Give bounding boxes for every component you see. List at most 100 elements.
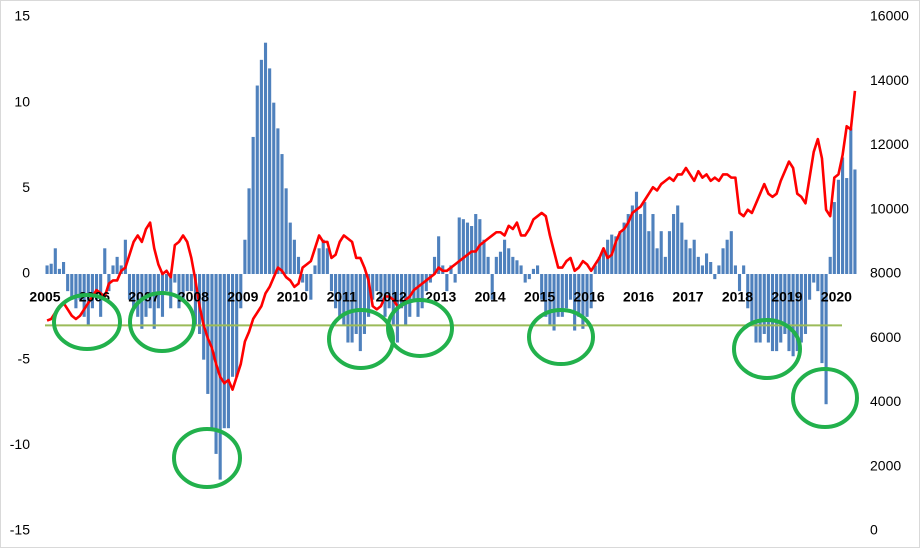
bar xyxy=(737,274,742,292)
bar xyxy=(272,102,276,275)
x-tick-label: 2012 xyxy=(376,289,407,305)
bar xyxy=(103,248,107,274)
bar xyxy=(173,274,177,283)
bar xyxy=(127,274,132,300)
bar xyxy=(527,274,531,280)
bar xyxy=(160,274,165,317)
bar xyxy=(189,274,193,292)
bar xyxy=(507,248,511,274)
bar xyxy=(812,274,816,283)
bar xyxy=(70,274,74,300)
bar xyxy=(292,239,296,274)
y-tick-label: 15 xyxy=(14,8,30,24)
bar xyxy=(639,214,643,274)
bar xyxy=(94,274,99,300)
bar xyxy=(424,274,428,292)
bar xyxy=(519,265,523,274)
bar xyxy=(152,274,156,329)
bar xyxy=(222,274,226,429)
bar xyxy=(354,274,358,334)
bar xyxy=(746,274,750,309)
bar xyxy=(453,274,457,283)
bar xyxy=(486,256,490,274)
bar xyxy=(132,274,136,309)
bar xyxy=(206,274,210,394)
bar xyxy=(78,274,82,300)
x-tick-label: 2017 xyxy=(672,289,703,305)
bar xyxy=(193,274,198,326)
bar xyxy=(259,59,263,275)
x-tick-label: 2016 xyxy=(574,289,605,305)
y2-tick-label: 14000 xyxy=(870,72,909,88)
bar xyxy=(202,274,206,360)
bar xyxy=(321,239,325,274)
x-tick-label: 2005 xyxy=(29,289,60,305)
x-tick-label: 2011 xyxy=(327,289,358,305)
bar xyxy=(280,154,284,274)
bar xyxy=(581,274,585,329)
bar xyxy=(742,265,746,274)
bar xyxy=(634,191,639,274)
bar xyxy=(808,274,812,300)
bar xyxy=(66,274,70,292)
y-tick-label: -10 xyxy=(10,436,30,452)
bar xyxy=(276,128,280,274)
bar xyxy=(329,274,334,292)
y-tick-label: 5 xyxy=(22,179,30,195)
bar xyxy=(791,274,795,357)
bar xyxy=(305,274,309,292)
bar xyxy=(622,222,626,274)
bar xyxy=(523,274,527,283)
bar xyxy=(185,274,189,292)
bar xyxy=(375,274,379,292)
bar xyxy=(111,265,115,274)
bar xyxy=(482,239,486,274)
highlight-ellipse xyxy=(52,293,122,351)
y2-tick-label: 12000 xyxy=(870,136,909,152)
bar xyxy=(680,222,684,274)
y2-tick-label: 6000 xyxy=(870,329,901,345)
bar xyxy=(445,274,449,292)
bar xyxy=(663,256,667,274)
bar xyxy=(465,222,470,274)
bar xyxy=(387,274,391,309)
bar xyxy=(49,263,53,274)
bar xyxy=(787,274,791,352)
x-tick-label: 2009 xyxy=(227,289,258,305)
bar xyxy=(342,274,346,326)
y2-tick-label: 4000 xyxy=(870,393,901,409)
bar xyxy=(750,274,754,326)
x-tick-label: 2018 xyxy=(722,289,753,305)
bar xyxy=(766,274,770,343)
bar xyxy=(783,274,787,334)
bar xyxy=(350,274,354,343)
bar xyxy=(733,265,737,274)
bar xyxy=(544,274,548,317)
bar xyxy=(165,274,169,292)
bar xyxy=(573,274,577,331)
bar xyxy=(494,256,498,274)
bar xyxy=(115,256,119,274)
bar xyxy=(824,274,828,405)
highlight-ellipse xyxy=(791,367,859,429)
bar xyxy=(725,239,729,274)
bar xyxy=(45,265,49,274)
bar xyxy=(692,239,696,274)
bar xyxy=(696,256,700,274)
bar xyxy=(775,274,779,352)
bar xyxy=(721,248,725,274)
bar xyxy=(659,231,663,274)
bar xyxy=(828,256,832,274)
y2-tick-label: 0 xyxy=(870,522,878,538)
bar xyxy=(470,226,474,274)
bar xyxy=(226,274,230,429)
bar xyxy=(490,274,494,300)
bar xyxy=(729,231,733,274)
bar xyxy=(156,274,160,309)
bar xyxy=(498,251,503,274)
bar xyxy=(762,274,766,334)
bar xyxy=(803,274,808,334)
bar xyxy=(700,265,704,274)
